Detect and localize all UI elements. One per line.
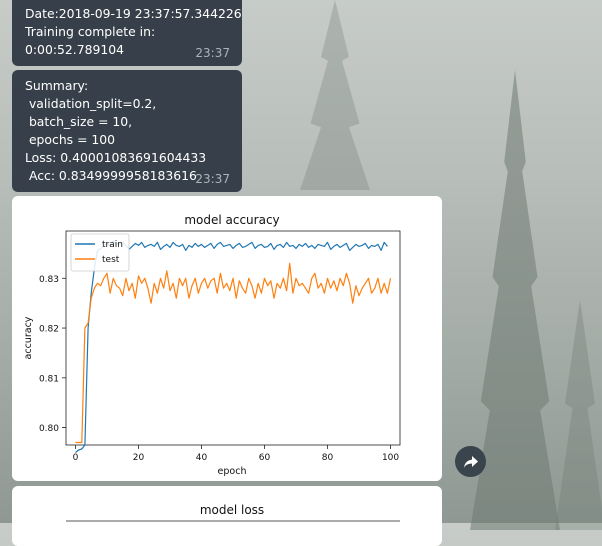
message-time: 23:37 — [195, 172, 230, 186]
message-text: 0:00:52.789104 — [25, 42, 125, 57]
message-text: epochs = 100 — [25, 132, 116, 147]
plot-area — [65, 230, 401, 446]
message-text: validation_split=0.2, — [25, 96, 157, 111]
chart-title: model loss — [200, 503, 264, 517]
message-text: Loss: 0.40001083691604433 — [25, 150, 207, 165]
message-text: Summary: — [25, 78, 89, 93]
forward-button[interactable] — [455, 446, 486, 477]
accuracy-chart: model accuracy 0.80 0.81 0.82 0.83 0 20 40 60 8… — [23, 213, 401, 477]
share-arrow-icon — [463, 455, 478, 468]
message-text: batch_size = 10, — [25, 114, 133, 129]
loss-chart-image[interactable]: model loss — [12, 486, 442, 546]
legend-label-train: train — [102, 240, 123, 250]
y-axis-label: accuracy — [23, 316, 34, 359]
accuracy-chart-image[interactable]: model accuracy 0.80 0.81 0.82 0.83 0 20 40 60 8… — [12, 196, 442, 481]
message-text: Date:2018-09-19 23:37:57.344226 — [25, 6, 242, 21]
x-tick-label: 100 — [382, 453, 399, 463]
x-tick-label: 60 — [259, 453, 271, 463]
series-line-train — [75, 240, 388, 453]
message-time: 23:37 — [195, 46, 230, 60]
x-tick-label: 40 — [196, 453, 208, 463]
legend: train test — [70, 233, 130, 272]
x-tick-label: 20 — [133, 453, 145, 463]
chart-title: model accuracy — [184, 213, 279, 227]
y-tick-label: 0.81 — [39, 374, 59, 384]
message-text: Training complete in: — [25, 24, 156, 39]
message-bubble[interactable]: Date:2018-09-19 23:37:57.344226 Training… — [12, 0, 242, 66]
message-bubble[interactable]: Summary: validation_split=0.2, batch_siz… — [12, 70, 242, 192]
x-axis-label: epoch — [218, 466, 247, 477]
legend-label-test: test — [102, 255, 120, 265]
y-tick-label: 0.80 — [39, 424, 59, 434]
series-line-test — [75, 262, 392, 444]
background-tree — [555, 300, 602, 530]
loss-chart: model loss — [66, 503, 400, 522]
x-tick-label: 80 — [322, 453, 334, 463]
message-text: Acc: 0.8349999958183616 — [25, 168, 197, 183]
background-tree — [300, 0, 370, 190]
y-tick-label: 0.83 — [39, 275, 59, 285]
y-tick-label: 0.82 — [39, 325, 59, 335]
x-tick-label: 0 — [73, 453, 79, 463]
